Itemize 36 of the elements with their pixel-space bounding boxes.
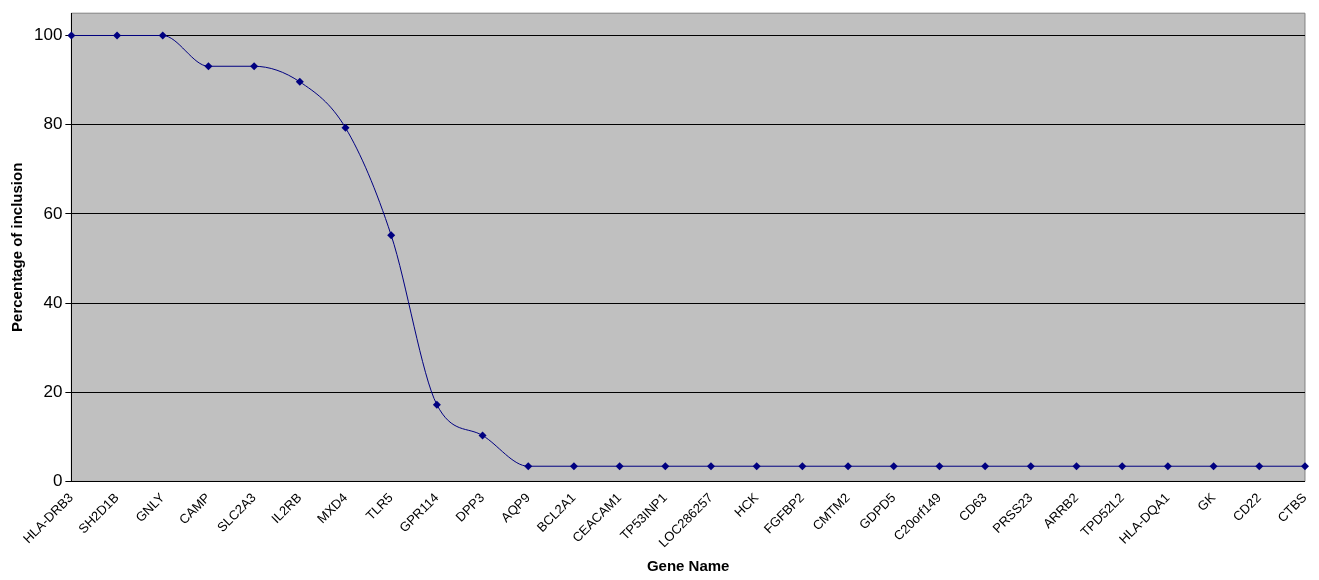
y-axis-title: Percentage of inclusion bbox=[8, 162, 26, 332]
point bbox=[1026, 462, 1035, 471]
point bbox=[844, 462, 853, 471]
point bbox=[1209, 462, 1218, 471]
point bbox=[387, 231, 396, 240]
point bbox=[341, 123, 350, 132]
point bbox=[1118, 462, 1127, 471]
point bbox=[204, 62, 213, 71]
point bbox=[981, 462, 990, 471]
x-axis-title: Gene Name bbox=[646, 557, 730, 575]
point bbox=[615, 462, 624, 471]
point bbox=[798, 462, 807, 471]
point bbox=[250, 62, 259, 71]
point bbox=[432, 400, 441, 409]
point bbox=[1255, 462, 1264, 471]
y-tick-label: 100 bbox=[33, 25, 63, 45]
point bbox=[569, 462, 578, 471]
point bbox=[524, 462, 533, 471]
point bbox=[478, 431, 487, 440]
point bbox=[1163, 462, 1172, 471]
y-tick-label: 20 bbox=[43, 381, 63, 401]
point bbox=[295, 77, 304, 86]
point bbox=[1072, 462, 1081, 471]
point bbox=[707, 462, 716, 471]
point bbox=[661, 462, 670, 471]
point bbox=[935, 462, 944, 471]
point bbox=[113, 31, 122, 40]
point bbox=[158, 31, 167, 40]
point bbox=[1300, 462, 1309, 471]
x-tick-label: GK bbox=[1194, 489, 1219, 514]
point bbox=[752, 462, 761, 471]
point bbox=[889, 462, 898, 471]
y-tick-label: 80 bbox=[43, 114, 63, 134]
y-tick-label: 60 bbox=[43, 203, 63, 223]
y-tick-label: 40 bbox=[43, 292, 63, 312]
y-tick-label: 0 bbox=[52, 471, 63, 491]
